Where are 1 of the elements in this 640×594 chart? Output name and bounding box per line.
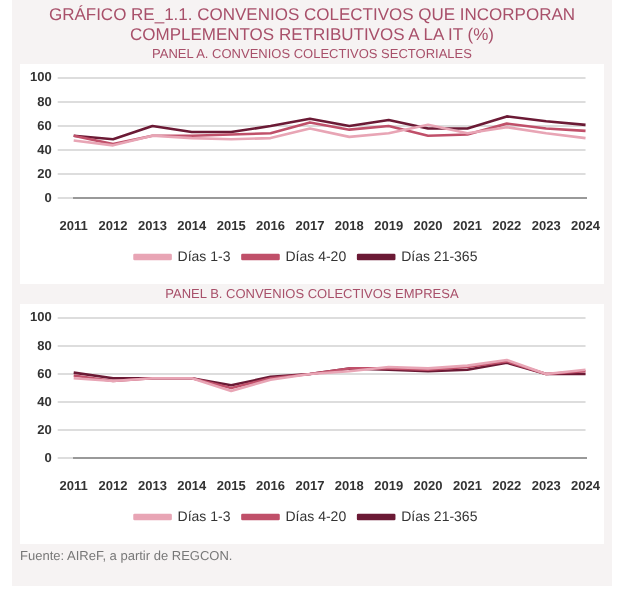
chart-title: GRÁFICO RE_1.1. CONVENIOS COLECTIVOS QUE INCORPORAN COMPLEMENTOS RETRIBUTIVOS A LA IT (%) (46, 4, 578, 44)
